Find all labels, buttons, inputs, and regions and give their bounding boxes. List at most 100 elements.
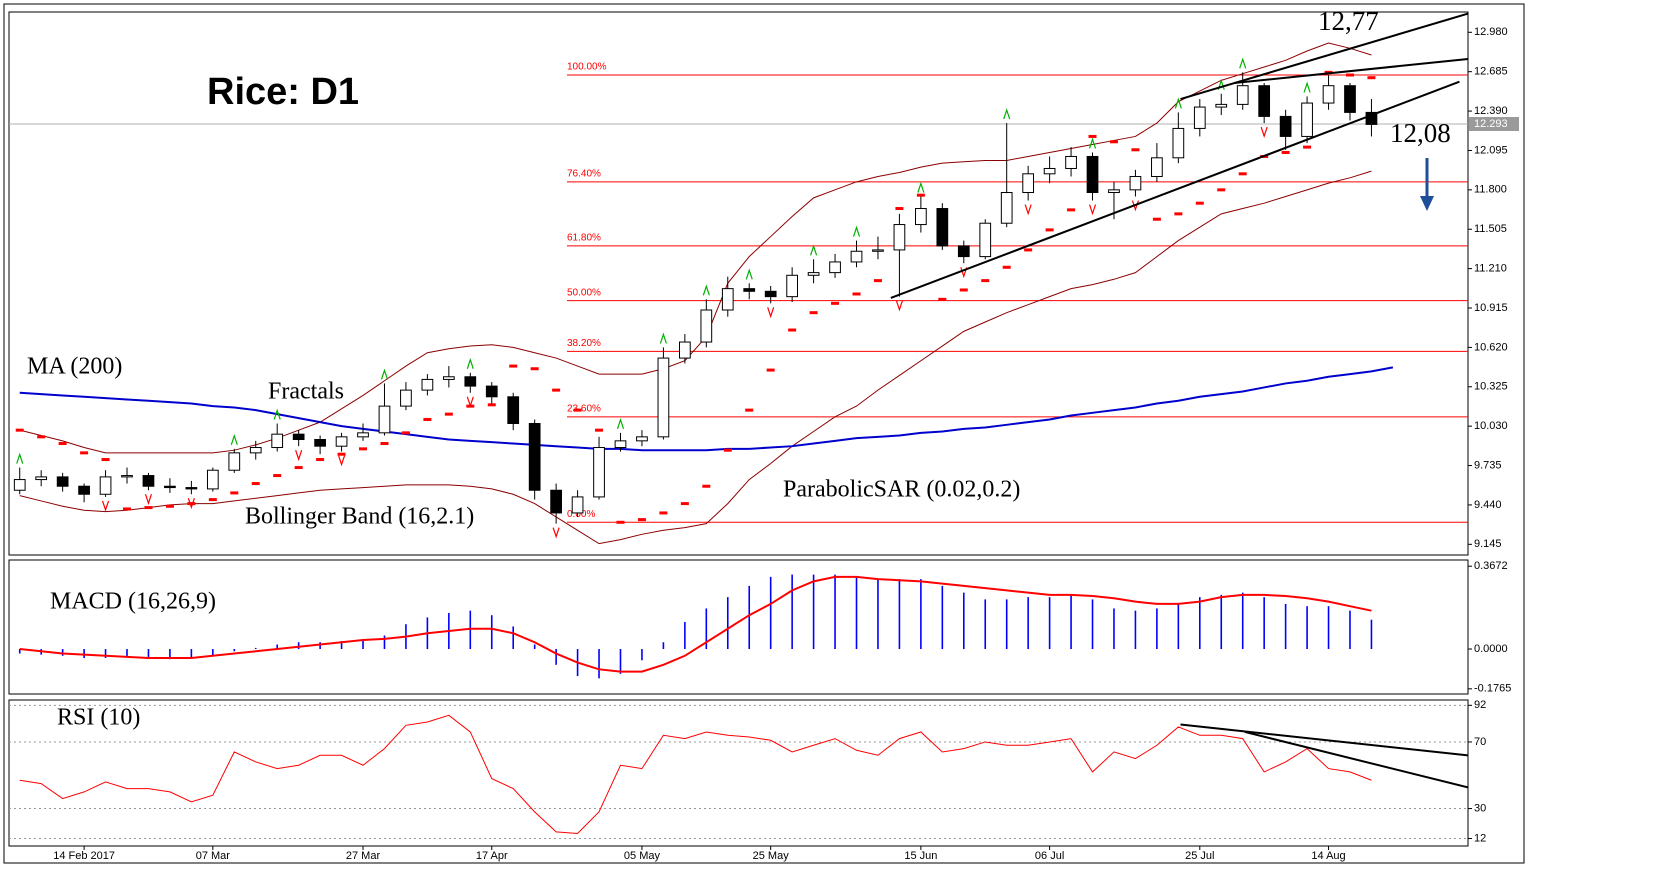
candle-body — [507, 396, 520, 424]
annotation: 12,77 — [1318, 6, 1379, 36]
bollinger-upper — [19, 42, 1372, 454]
y-tick-label: 11.800 — [1474, 184, 1507, 196]
trend-line — [1180, 723, 1468, 757]
signal-line — [19, 575, 1372, 673]
sar-dot — [1367, 76, 1376, 80]
candle-body — [957, 245, 970, 258]
sar-dot — [530, 367, 539, 371]
fib-label: 50.00% — [567, 287, 601, 298]
candle-body — [700, 309, 713, 343]
fractal-down — [144, 494, 153, 506]
sar-dot — [208, 498, 217, 502]
macd-panel — [8, 559, 1469, 695]
sar-dot — [981, 279, 990, 283]
sar-dot — [1281, 150, 1290, 154]
sar-dot — [1217, 188, 1226, 192]
candle-body — [1043, 167, 1056, 175]
sar-dot — [423, 417, 432, 421]
y-tick-label: 70 — [1474, 736, 1486, 748]
sar-dot — [1238, 172, 1247, 176]
sar-dot — [1152, 217, 1161, 221]
sar-dot — [37, 435, 46, 439]
sar-dot — [187, 502, 196, 506]
candle-body — [142, 475, 155, 487]
fractal-down — [187, 498, 195, 510]
y-tick-label: 12 — [1474, 832, 1486, 844]
sar-dot — [487, 403, 496, 407]
down-arrow — [1420, 158, 1434, 211]
candle-body — [206, 469, 219, 490]
candle-body — [550, 489, 562, 514]
candle-body — [721, 288, 734, 311]
candle-body — [893, 224, 906, 251]
candle-body — [121, 475, 133, 478]
candle-body — [13, 479, 26, 491]
sar-dot — [123, 507, 132, 511]
candle-body — [1022, 173, 1035, 194]
y-tick-label: 0.0000 — [1474, 643, 1508, 655]
sar-dot — [1109, 140, 1118, 144]
rsi-panel — [8, 699, 1469, 847]
fractal-up — [852, 225, 861, 237]
candle-body — [400, 389, 412, 407]
candle-body — [1215, 103, 1228, 108]
y-tick-label: 9.440 — [1474, 499, 1502, 511]
sar-dot — [1345, 73, 1354, 77]
fractal-up — [702, 284, 710, 296]
fractal-up — [230, 433, 238, 446]
candle-body — [1193, 106, 1206, 129]
frame — [3, 3, 1525, 864]
sar-dot — [80, 451, 89, 455]
y-tick-label: 30 — [1474, 802, 1486, 814]
fractal-down — [295, 449, 303, 462]
sar-dot — [58, 442, 67, 446]
sar-dot — [616, 520, 625, 524]
sar-dot — [359, 447, 368, 451]
candle-body — [657, 357, 670, 438]
y-tick-label: 92 — [1474, 699, 1486, 711]
sar-dot — [809, 311, 818, 315]
candle-body — [1129, 175, 1142, 191]
x-tick-label: 27 Mar — [346, 850, 381, 862]
candle-body — [1236, 85, 1249, 105]
fib-label: 76.40% — [567, 168, 601, 179]
candle-body — [636, 436, 648, 442]
fractal-up — [917, 181, 925, 193]
fractal-down — [552, 527, 560, 539]
candle-body — [786, 274, 799, 298]
x-tick-label: 17 Apr — [476, 850, 508, 862]
candle-body — [99, 476, 112, 495]
x-tick-label: 05 May — [624, 850, 661, 862]
trend-line — [1244, 730, 1468, 789]
bollinger-lower — [19, 170, 1372, 545]
sar-dot — [766, 368, 775, 372]
candle-body — [464, 376, 477, 387]
fractal-up — [745, 268, 753, 280]
candle-body — [593, 447, 605, 498]
macd-layer — [18, 574, 1373, 679]
sar-dot — [1088, 134, 1097, 138]
fractal-up — [466, 357, 474, 369]
candle-body — [185, 487, 198, 490]
candle-body — [743, 288, 756, 292]
sar-dot — [852, 292, 861, 296]
y-tick-label: 12.390 — [1474, 105, 1508, 117]
sar-dot — [788, 328, 797, 332]
sar-dot — [509, 364, 518, 368]
fractal-up — [1239, 57, 1247, 69]
axes: 9.145 9.440 9.735 10.030 10.325 10.620 10.915 1… — [53, 26, 1519, 862]
candle-body — [314, 439, 326, 447]
y-tick-label: 10.620 — [1474, 341, 1508, 353]
candle-body — [1322, 85, 1335, 104]
sar-dot — [401, 431, 410, 435]
fib-label: 100.00% — [567, 62, 607, 73]
sar-dot — [637, 518, 646, 522]
y-tick-label: 10.915 — [1474, 302, 1508, 314]
sar-dot — [959, 288, 968, 292]
fractal-down — [1024, 204, 1032, 216]
candle-body — [335, 436, 348, 447]
y-tick-label: 12.980 — [1474, 26, 1508, 38]
sar-dot — [1303, 145, 1312, 149]
candle-body — [78, 485, 90, 495]
